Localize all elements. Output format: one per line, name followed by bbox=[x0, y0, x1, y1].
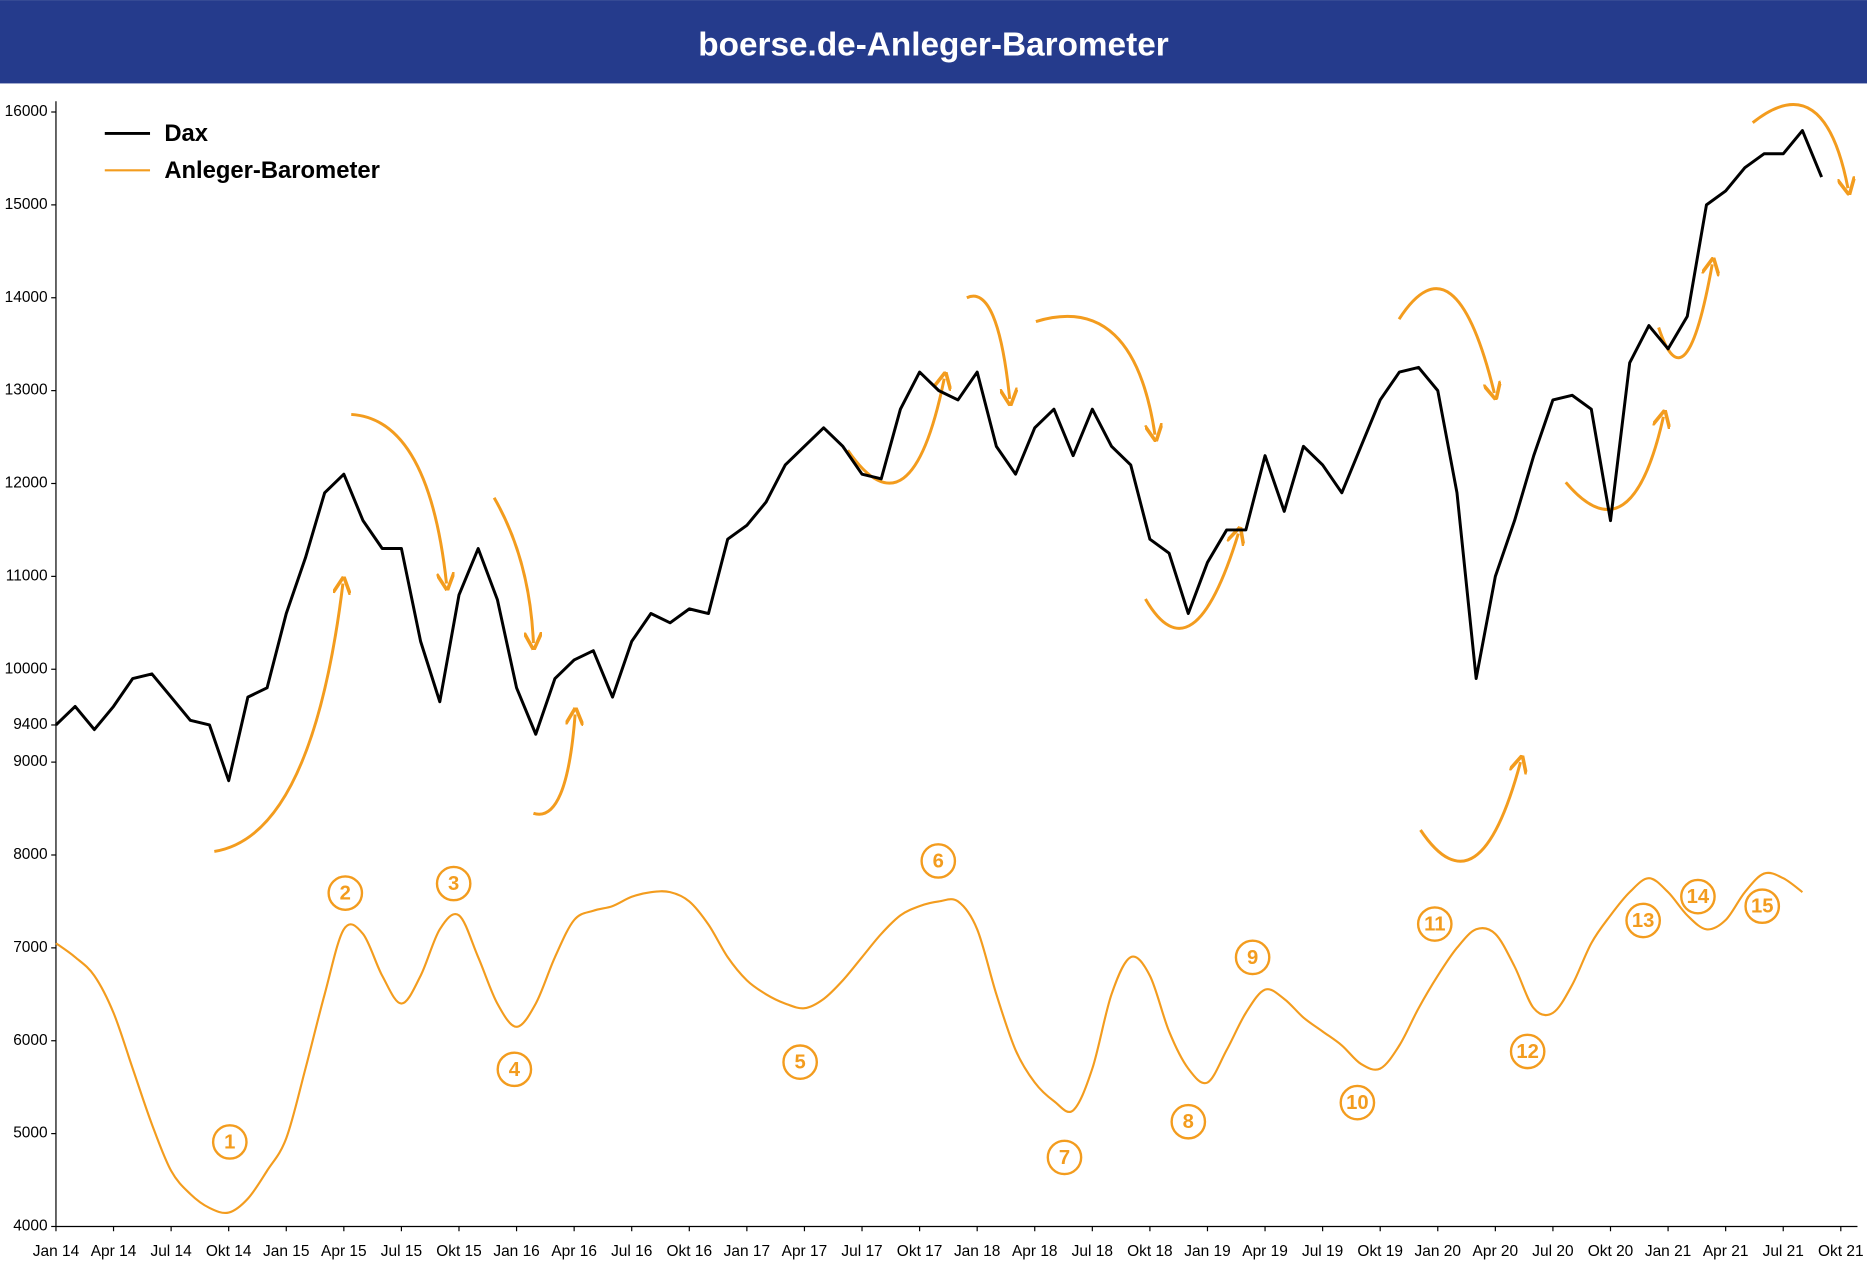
trend-arrow bbox=[351, 412, 446, 583]
x-tick-label: Okt 20 bbox=[1588, 1243, 1634, 1260]
x-tick-label: Okt 14 bbox=[206, 1243, 252, 1260]
series-line bbox=[54, 129, 1823, 783]
annotation-circle bbox=[1509, 1033, 1546, 1070]
x-tick-label: Jul 16 bbox=[611, 1243, 652, 1260]
x-tick-label: Okt 16 bbox=[667, 1243, 713, 1260]
trend-arrow bbox=[966, 294, 1010, 399]
annotation-label: 12 bbox=[1516, 1041, 1539, 1063]
y-tick-label: 12000 bbox=[5, 475, 48, 492]
annotation-circle bbox=[1680, 878, 1716, 915]
annotation-circle bbox=[1416, 906, 1453, 942]
annotation-circle bbox=[1744, 888, 1781, 925]
annotation-circle bbox=[327, 875, 364, 911]
annotation-circle bbox=[782, 1044, 819, 1081]
trend-arrow bbox=[532, 714, 575, 816]
y-tick-label: 5000 bbox=[13, 1125, 47, 1142]
x-tick-label: Jul 20 bbox=[1532, 1243, 1573, 1260]
x-tick-label: Jul 21 bbox=[1763, 1243, 1804, 1260]
title-bar bbox=[0, 0, 1867, 84]
y-tick-label: 7000 bbox=[13, 939, 47, 956]
annotation-label: 10 bbox=[1346, 1092, 1369, 1114]
y-tick-label: 9400 bbox=[13, 716, 47, 733]
x-tick-label: Jan 20 bbox=[1415, 1243, 1461, 1260]
trend-arrow bbox=[1419, 762, 1520, 863]
x-tick-label: Jan 21 bbox=[1645, 1243, 1691, 1260]
x-tick-label: Apr 18 bbox=[1012, 1243, 1058, 1260]
annotation-label: 6 bbox=[933, 850, 944, 872]
x-tick-label: Apr 19 bbox=[1242, 1243, 1288, 1260]
trend-arrow bbox=[1751, 103, 1848, 189]
x-tick-label: Jan 17 bbox=[724, 1243, 770, 1260]
x-tick-label: Jul 19 bbox=[1302, 1243, 1343, 1260]
x-tick-label: Jul 17 bbox=[841, 1243, 882, 1260]
trend-arrow bbox=[1397, 287, 1494, 393]
x-tick-label: Apr 21 bbox=[1703, 1243, 1749, 1260]
chart-title: boerse.de-Anleger-Barometer bbox=[698, 26, 1168, 63]
annotation-circle bbox=[1339, 1084, 1376, 1121]
x-tick-label: Apr 17 bbox=[782, 1243, 828, 1260]
x-tick-label: Okt 21 bbox=[1818, 1243, 1864, 1260]
annotation-label: 3 bbox=[448, 873, 459, 895]
x-tick-label: Jan 16 bbox=[493, 1243, 539, 1260]
y-tick-label: 4000 bbox=[13, 1218, 47, 1235]
x-tick-label: Jan 18 bbox=[954, 1243, 1000, 1260]
annotation-circle bbox=[1234, 939, 1271, 976]
trend-arrow bbox=[846, 379, 944, 485]
annotation-circle bbox=[1046, 1139, 1083, 1176]
x-tick-label: Okt 18 bbox=[1127, 1243, 1173, 1260]
y-tick-label: 8000 bbox=[13, 846, 47, 863]
y-tick-label: 9000 bbox=[13, 753, 47, 770]
y-tick-label: 11000 bbox=[6, 567, 48, 584]
y-tick-label: 13000 bbox=[5, 382, 48, 399]
annotation-label: 13 bbox=[1632, 910, 1655, 932]
trend-arrow bbox=[1035, 315, 1155, 434]
annotation-circle bbox=[920, 843, 957, 879]
annotation-circle bbox=[211, 1124, 248, 1160]
trend-arrow bbox=[1144, 534, 1238, 630]
y-tick-label: 10000 bbox=[5, 660, 48, 677]
x-tick-label: Apr 15 bbox=[321, 1243, 367, 1260]
annotation-label: 2 bbox=[340, 883, 351, 905]
annotation-label: 9 bbox=[1247, 947, 1258, 969]
x-tick-label: Apr 16 bbox=[551, 1243, 597, 1260]
y-tick-label: 16000 bbox=[5, 103, 48, 120]
legend-label: Dax bbox=[164, 120, 208, 147]
trend-arrow bbox=[1564, 417, 1664, 511]
series-line bbox=[55, 871, 1804, 1214]
y-tick-label: 15000 bbox=[5, 196, 48, 213]
x-tick-label: Jan 15 bbox=[263, 1243, 309, 1260]
annotation-label: 7 bbox=[1059, 1147, 1070, 1169]
trend-arrow bbox=[492, 497, 533, 643]
x-tick-label: Apr 20 bbox=[1473, 1243, 1519, 1260]
annotation-circle bbox=[496, 1051, 533, 1088]
annotation-label: 1 bbox=[224, 1131, 235, 1153]
x-tick-label: Okt 19 bbox=[1357, 1243, 1403, 1260]
annotation-label: 15 bbox=[1751, 896, 1774, 918]
annotation-label: 5 bbox=[795, 1052, 806, 1074]
x-tick-label: Jul 14 bbox=[150, 1243, 192, 1260]
annotation-label: 11 bbox=[1424, 914, 1445, 936]
x-tick-label: Okt 15 bbox=[436, 1243, 482, 1260]
x-tick-label: Jul 18 bbox=[1072, 1243, 1113, 1260]
x-tick-label: Jul 15 bbox=[381, 1243, 422, 1260]
x-tick-label: Apr 14 bbox=[91, 1243, 137, 1260]
x-tick-label: Jan 14 bbox=[33, 1243, 80, 1260]
x-tick-label: Jan 19 bbox=[1184, 1243, 1230, 1260]
trend-arrow bbox=[1657, 264, 1713, 360]
legend-label: Anleger-Barometer bbox=[164, 157, 380, 184]
trend-arrow bbox=[214, 584, 343, 853]
annotation-circle bbox=[1170, 1103, 1207, 1140]
annotation-circle bbox=[435, 865, 472, 902]
annotation-label: 4 bbox=[509, 1059, 521, 1081]
y-tick-label: 6000 bbox=[13, 1032, 47, 1049]
annotation-label: 8 bbox=[1183, 1111, 1194, 1133]
x-tick-label: Okt 17 bbox=[897, 1243, 943, 1260]
y-tick-label: 14000 bbox=[5, 289, 48, 306]
annotation-circle bbox=[1625, 902, 1662, 939]
annotation-label: 14 bbox=[1687, 886, 1710, 908]
